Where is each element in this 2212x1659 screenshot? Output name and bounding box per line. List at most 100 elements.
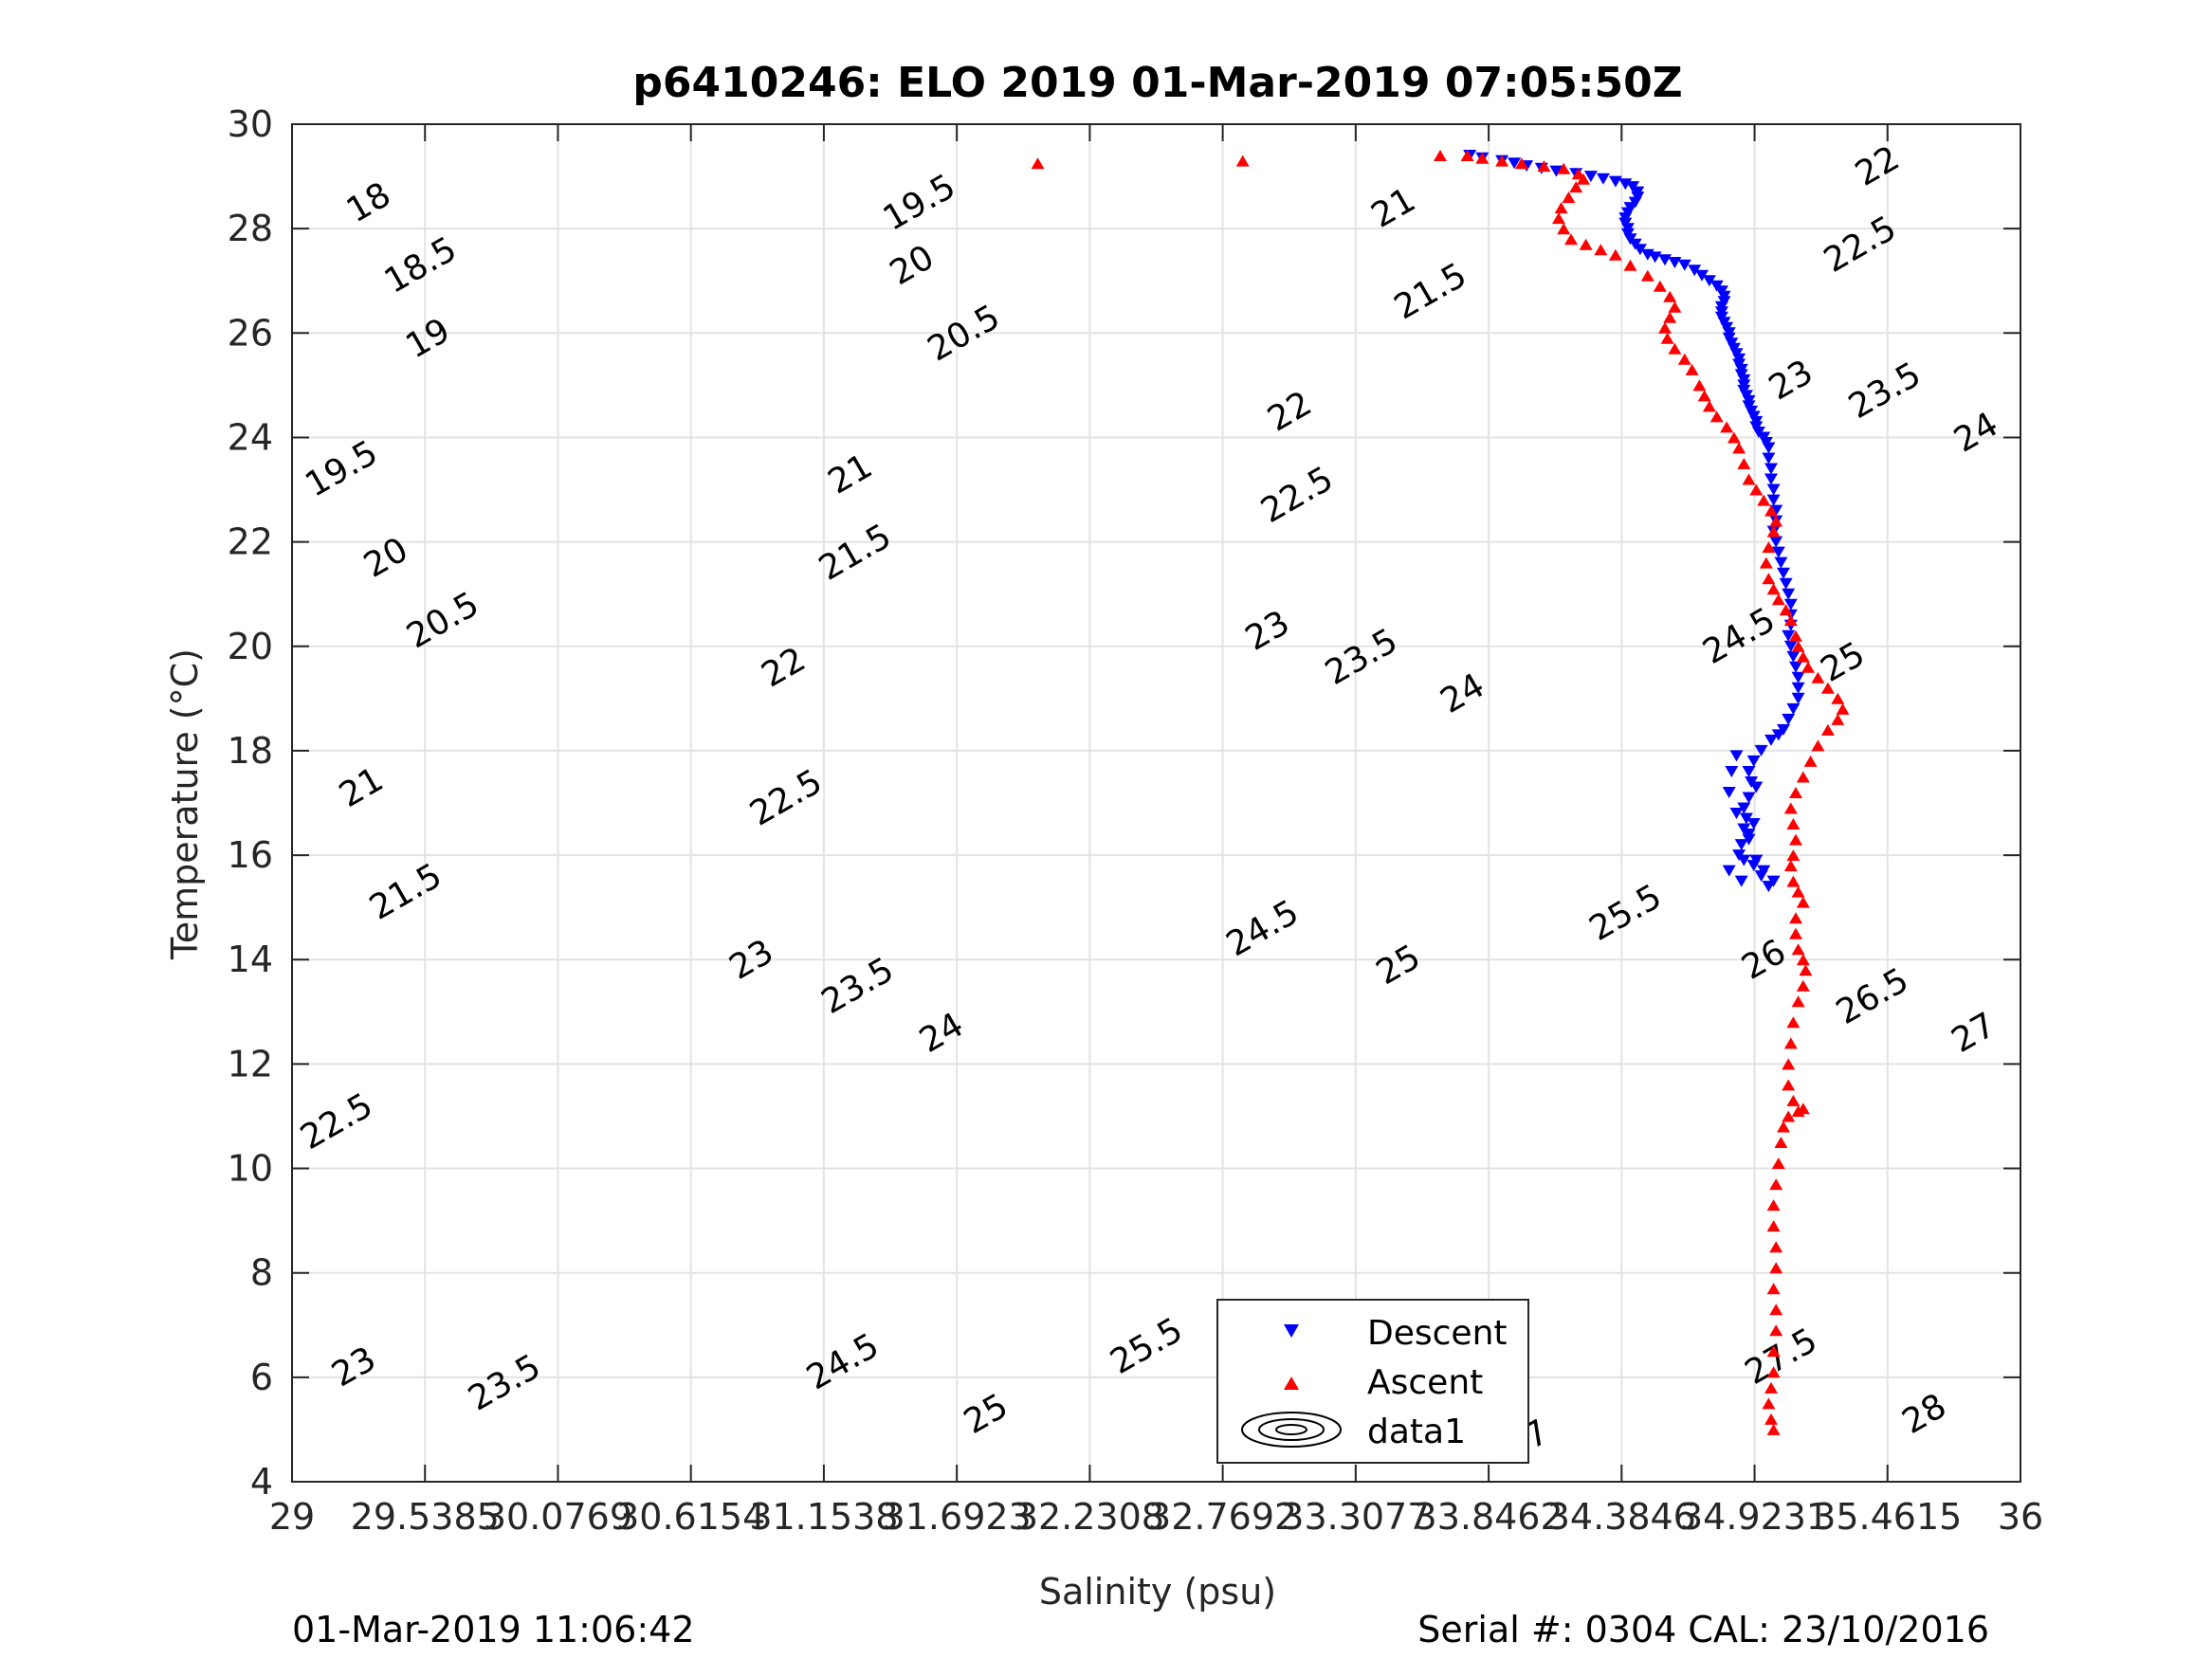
- descent-point: [1742, 833, 1756, 846]
- legend-label-ascent: Ascent: [1367, 1363, 1483, 1402]
- ascent-point: [1769, 1178, 1783, 1191]
- descent-point: [1734, 875, 1748, 887]
- y-tick-label: 14: [228, 939, 273, 980]
- descent-point: [1737, 802, 1751, 814]
- descent-point: [1764, 463, 1778, 475]
- ascent-point: [1537, 160, 1551, 173]
- y-axis-ticks: 4 6 8 10 12 14 16 18 20 22 24 26 28 30: [228, 103, 2020, 1503]
- ascent-point: [1668, 342, 1682, 355]
- descent-point: [1783, 640, 1798, 652]
- ascent-point: [1475, 152, 1490, 164]
- y-tick-label: 22: [228, 521, 273, 563]
- x-tick-label: 32.7692: [1148, 1496, 1297, 1538]
- x-tick-label: 30.0769: [484, 1496, 632, 1538]
- ascent-point: [1786, 875, 1801, 887]
- descent-point: [1791, 671, 1805, 684]
- ascent-point: [1660, 332, 1674, 344]
- y-axis-label: Temperature (°C): [164, 648, 206, 960]
- x-tick-label: 34.3846: [1547, 1496, 1696, 1538]
- ascent-point: [1789, 927, 1802, 939]
- descent-point: [1729, 808, 1744, 819]
- ascent-point: [1764, 1413, 1778, 1425]
- descent-point: [1739, 812, 1753, 825]
- ascent-point: [1766, 1423, 1781, 1435]
- y-tick-label: 6: [250, 1357, 273, 1398]
- ascent-point: [1677, 353, 1691, 365]
- descent-point: [1596, 173, 1610, 185]
- ascent-point: [1811, 739, 1825, 752]
- ascent-point: [1663, 311, 1677, 323]
- contour-symbol-icon: [1241, 1412, 1342, 1448]
- ascent-point: [1766, 1283, 1781, 1295]
- footer-serial-cal: Serial #: 0304 CAL: 23/10/2016: [1417, 1609, 1989, 1650]
- y-tick-label: 18: [228, 730, 273, 772]
- ascent-point: [1786, 849, 1801, 862]
- legend-label-data1: data1: [1367, 1413, 1466, 1451]
- x-tick-label: 31.6923: [883, 1496, 1032, 1538]
- x-tick-label: 29: [269, 1496, 315, 1538]
- ascent-point: [1811, 671, 1825, 684]
- ascent-point: [1769, 1262, 1783, 1274]
- ascent-point: [1771, 1158, 1785, 1169]
- descent-series: [1463, 150, 1805, 893]
- ascent-point: [1796, 954, 1810, 966]
- descent-point: [1757, 865, 1771, 877]
- ascent-point: [1564, 233, 1578, 246]
- descent-point: [1746, 755, 1761, 767]
- descent-point: [1702, 275, 1716, 287]
- x-tick-label: 31.1538: [749, 1496, 898, 1538]
- x-tick-label: 33.3077: [1281, 1496, 1430, 1538]
- descent-point: [1766, 875, 1781, 887]
- descent-point: [1789, 661, 1802, 673]
- ascent-point: [1769, 515, 1783, 527]
- x-tick-label: 32.2308: [1015, 1496, 1164, 1538]
- ascent-point: [1766, 1199, 1781, 1212]
- y-tick-label: 26: [228, 312, 273, 354]
- descent-point: [1782, 629, 1796, 642]
- descent-point: [1746, 818, 1761, 830]
- ascent-point: [1709, 410, 1724, 423]
- ascent-point: [1668, 301, 1682, 313]
- descent-point: [1769, 536, 1783, 548]
- legend-entry-ascent: Ascent: [1284, 1363, 1483, 1402]
- ascent-point: [1562, 191, 1576, 204]
- ascent-point: [1789, 629, 1802, 642]
- chart-title: p6410246: ELO 2019 01-Mar-2019 07:05:50Z: [632, 59, 1682, 107]
- descent-point: [1688, 264, 1702, 277]
- descent-point: [1754, 744, 1768, 757]
- ascent-point: [1762, 573, 1776, 585]
- descent-point: [1771, 729, 1785, 741]
- ascent-point: [1791, 640, 1805, 652]
- legend-label-descent: Descent: [1367, 1314, 1508, 1353]
- ascent-point: [1552, 212, 1565, 225]
- ascent-point: [1796, 979, 1810, 992]
- descent-point: [1749, 854, 1764, 866]
- ascent-point: [1702, 400, 1716, 412]
- ascent-point: [1779, 604, 1793, 616]
- ascent-point: [1685, 363, 1699, 375]
- ascent-point: [1749, 483, 1764, 496]
- y-tick-label: 28: [228, 208, 273, 249]
- ascent-point: [1571, 168, 1585, 180]
- descent-point: [1782, 713, 1796, 725]
- ascent-point: [1796, 896, 1810, 908]
- ascent-point: [1782, 1079, 1796, 1091]
- descent-point: [1722, 787, 1736, 798]
- ascent-point: [1623, 259, 1637, 271]
- ascent-point: [1782, 1058, 1796, 1070]
- x-tick-label: 35.4615: [1813, 1496, 1962, 1538]
- ascent-point: [1762, 541, 1776, 554]
- ascent-point: [1554, 202, 1568, 214]
- ascent-point: [1783, 802, 1798, 814]
- plot-background: [292, 124, 2020, 1482]
- y-tick-label: 12: [228, 1043, 273, 1085]
- x-axis-label: Salinity (psu): [1039, 1571, 1276, 1613]
- descent-point: [1742, 766, 1756, 777]
- ascent-point: [1557, 162, 1571, 174]
- descent-point: [1729, 750, 1744, 762]
- descent-point: [1762, 442, 1776, 454]
- descent-point: [1695, 269, 1709, 282]
- descent-point: [1734, 839, 1748, 851]
- ascent-point: [1737, 458, 1751, 469]
- ascent-point: [1557, 223, 1571, 235]
